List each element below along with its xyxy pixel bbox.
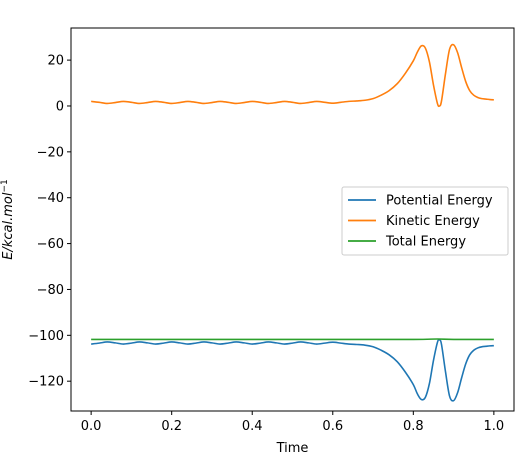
y-tick-label: −40	[37, 191, 64, 206]
legend-label-total-energy: Total Energy	[385, 235, 466, 250]
x-tick-label: 1.0	[484, 419, 505, 434]
series-layer	[91, 43, 494, 402]
y-tick-label: −120	[28, 375, 64, 390]
y-tick-label: −20	[37, 145, 64, 160]
y-tick-label: −100	[28, 329, 64, 344]
x-tick-label: 0.4	[242, 419, 263, 434]
y-axis-ticks: 20 0 −20 −40 −60 −80 −100 −120	[28, 54, 71, 390]
legend-box	[341, 186, 509, 256]
legend-label-kinetic-energy: Kinetic Energy	[386, 214, 480, 229]
x-tick-label: 0.0	[81, 419, 102, 434]
x-axis-ticks: 0.0 0.2 0.4 0.6 0.8 1.0	[81, 411, 504, 434]
y-axis-label-main: E/kcal.mol	[1, 192, 16, 260]
legend: Potential Energy Kinetic Energy Total Ener…	[341, 186, 509, 256]
y-axis-label: E/kcal.mol−1	[0, 179, 16, 260]
y-tick-label: 20	[47, 54, 64, 69]
x-tick-label: 0.6	[322, 419, 343, 434]
series-line-potential-energy	[91, 338, 494, 402]
x-axis-label: Time	[276, 441, 309, 454]
y-tick-label: −80	[37, 283, 64, 298]
x-tick-label: 0.8	[403, 419, 424, 434]
plot-frame	[70, 27, 515, 412]
y-axis-label-superscript: −1	[0, 179, 10, 192]
y-tick-label: 0	[56, 99, 64, 114]
x-tick-label: 0.2	[161, 419, 182, 434]
legend-label-potential-energy: Potential Energy	[386, 194, 493, 209]
y-tick-label: −60	[37, 237, 64, 252]
series-line-kinetic-energy	[91, 43, 494, 108]
